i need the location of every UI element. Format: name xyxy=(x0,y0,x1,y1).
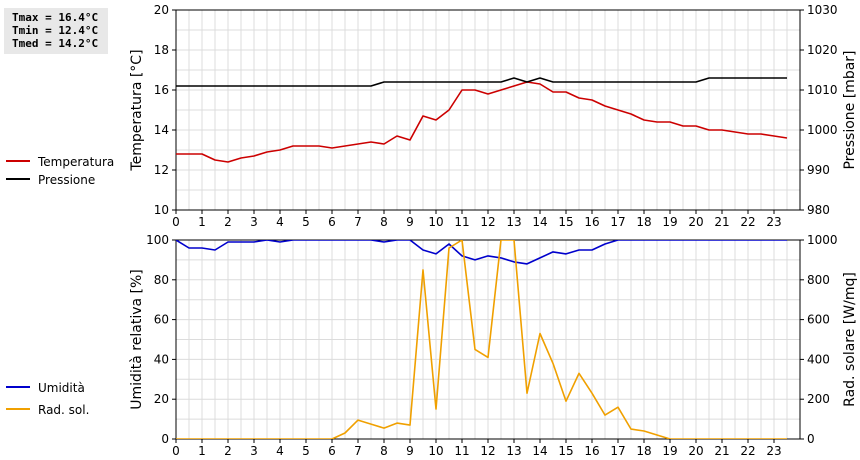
x-tick-label: 12 xyxy=(480,215,495,229)
y2-tick-label: 980 xyxy=(807,203,830,217)
tmed-text: Tmed = 14.2°C xyxy=(12,37,99,50)
series-line-2 xyxy=(176,77,787,87)
x-tick-label: 18 xyxy=(636,215,651,229)
x-tick-label: 13 xyxy=(506,444,521,458)
y-tick-label: 14 xyxy=(154,123,169,137)
chart-2: 0 1 2 3 4 5 6 7 8 9 10 11 12 13 14 15 16 17 18 19 20 21 22 2302… xyxy=(6,233,858,458)
series-line-1 xyxy=(176,81,788,163)
x-tick-label: 20 xyxy=(688,215,703,229)
tmin-text: Tmin = 12.4°C xyxy=(12,24,99,37)
x-tick-label: 6 xyxy=(328,215,336,229)
x-tick-label: 15 xyxy=(558,215,573,229)
y-tick-label: 10 xyxy=(154,203,169,217)
x-tick-label: 14 xyxy=(532,215,547,229)
legend-label: Rad. sol. xyxy=(38,403,89,417)
y2-tick-label: 800 xyxy=(807,273,830,287)
y-tick-label: 0 xyxy=(161,432,169,446)
x-tick-label: 0 xyxy=(172,444,180,458)
y2-tick-label: 1000 xyxy=(807,233,838,247)
legend-label: Pressione xyxy=(38,173,95,187)
y2-tick-label: 1000 xyxy=(807,123,838,137)
x-tick-label: 6 xyxy=(328,444,336,458)
x-tick-label: 21 xyxy=(714,215,729,229)
x-tick-label: 8 xyxy=(380,215,388,229)
x-tick-label: 1 xyxy=(198,444,206,458)
x-tick-label: 16 xyxy=(584,215,599,229)
y2-tick-label: 400 xyxy=(807,352,830,366)
x-tick-label: 18 xyxy=(636,444,651,458)
x-tick-label: 10 xyxy=(428,444,443,458)
x-tick-label: 11 xyxy=(454,215,469,229)
y-tick-label: 80 xyxy=(154,273,169,287)
legend-label: Temperatura xyxy=(37,155,114,169)
x-tick-label: 22 xyxy=(740,215,755,229)
x-tick-label: 23 xyxy=(766,444,781,458)
x-tick-label: 10 xyxy=(428,215,443,229)
x-tick-label: 23 xyxy=(766,215,781,229)
x-tick-label: 11 xyxy=(454,444,469,458)
x-tick-label: 19 xyxy=(662,215,677,229)
x-tick-label: 4 xyxy=(276,444,284,458)
x-tick-label: 7 xyxy=(354,444,362,458)
y2-axis-label: Rad. solare [W/mq] xyxy=(842,272,858,407)
y-tick-label: 40 xyxy=(154,352,169,366)
x-tick-label: 14 xyxy=(532,444,547,458)
x-tick-label: 4 xyxy=(276,215,284,229)
y-tick-label: 60 xyxy=(154,313,169,327)
y2-tick-label: 990 xyxy=(807,163,830,177)
y2-axis-label: Pressione [mbar] xyxy=(842,50,858,169)
x-tick-label: 15 xyxy=(558,444,573,458)
y-tick-label: 100 xyxy=(146,233,169,247)
y2-tick-label: 1030 xyxy=(807,3,838,17)
chart-1: 0 1 2 3 4 5 6 7 8 9 10 11 12 13 14 15 16 17 18 19 20 21 22 2310… xyxy=(6,3,858,229)
x-tick-label: 2 xyxy=(224,444,232,458)
x-tick-label: 5 xyxy=(302,215,310,229)
x-tick-label: 17 xyxy=(610,215,625,229)
x-tick-label: 0 xyxy=(172,215,180,229)
x-tick-label: 13 xyxy=(506,215,521,229)
x-tick-label: 22 xyxy=(740,444,755,458)
x-tick-label: 8 xyxy=(380,444,388,458)
x-tick-label: 1 xyxy=(198,215,206,229)
x-tick-label: 12 xyxy=(480,444,495,458)
x-tick-label: 17 xyxy=(610,444,625,458)
x-tick-label: 7 xyxy=(354,215,362,229)
y-tick-label: 16 xyxy=(154,83,169,97)
y2-tick-label: 1010 xyxy=(807,83,838,97)
y2-tick-label: 1020 xyxy=(807,43,838,57)
y2-tick-label: 200 xyxy=(807,392,830,406)
series-line-2 xyxy=(176,240,787,439)
x-tick-label: 9 xyxy=(406,444,414,458)
y-tick-label: 12 xyxy=(154,163,169,177)
x-tick-label: 16 xyxy=(584,444,599,458)
y-tick-label: 20 xyxy=(154,392,169,406)
y-axis-label: Temperatura [°C] xyxy=(129,49,145,171)
series-line-1 xyxy=(176,240,787,265)
y2-tick-label: 600 xyxy=(807,313,830,327)
stats-box: Tmax = 16.4°C Tmin = 12.4°C Tmed = 14.2°… xyxy=(4,8,108,54)
x-tick-label: 19 xyxy=(662,444,677,458)
x-tick-label: 9 xyxy=(406,215,414,229)
x-tick-label: 3 xyxy=(250,444,258,458)
x-tick-label: 2 xyxy=(224,215,232,229)
x-tick-label: 20 xyxy=(688,444,703,458)
y-axis-label: Umidità relativa [%] xyxy=(129,269,145,410)
x-tick-label: 21 xyxy=(714,444,729,458)
y-tick-label: 20 xyxy=(154,3,169,17)
y2-tick-label: 0 xyxy=(807,432,815,446)
x-tick-label: 5 xyxy=(302,444,310,458)
x-tick-label: 3 xyxy=(250,215,258,229)
legend-label: Umidità xyxy=(38,381,85,395)
y-tick-label: 18 xyxy=(154,43,169,57)
tmax-text: Tmax = 16.4°C xyxy=(12,11,99,24)
